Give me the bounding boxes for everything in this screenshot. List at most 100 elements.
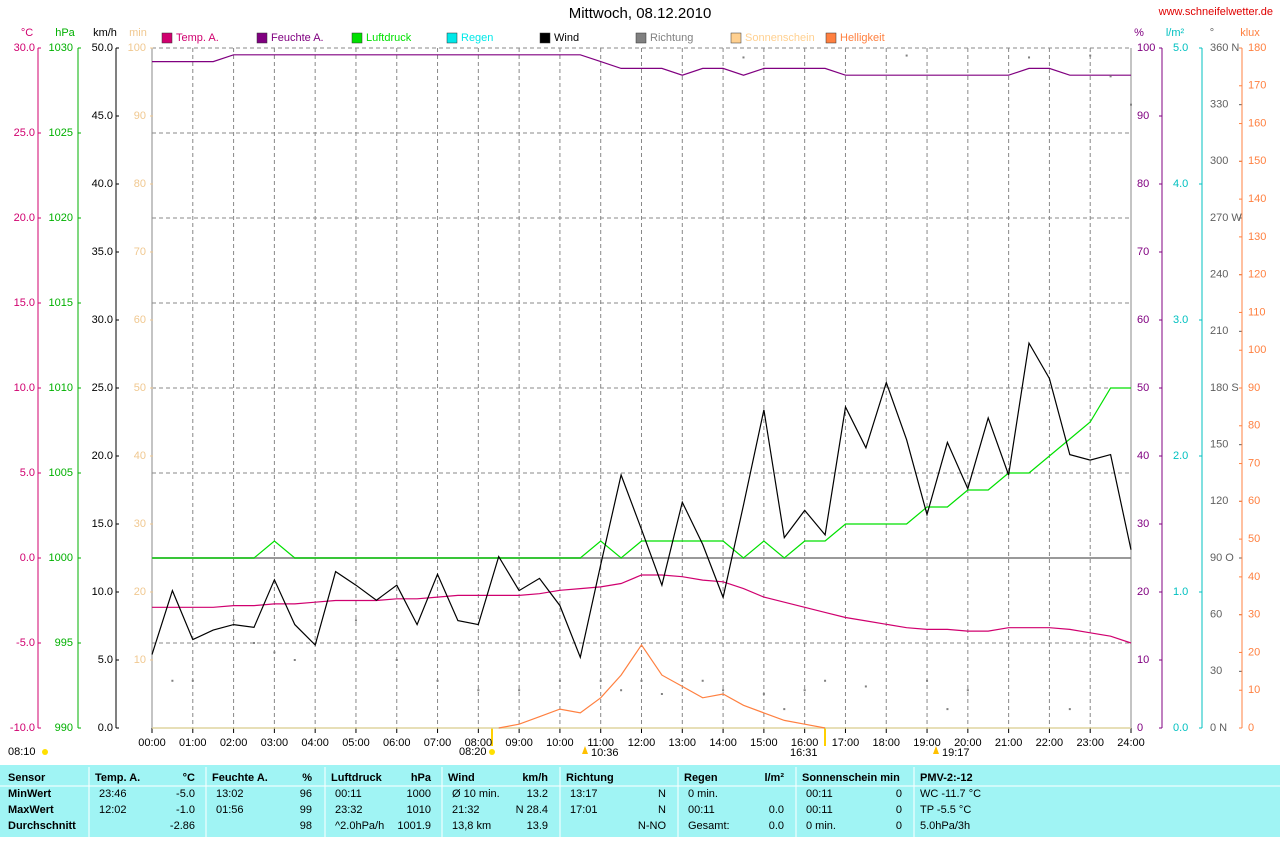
legend-label: Sonnenschein: [745, 32, 815, 44]
stats-value: 1010: [407, 804, 431, 816]
stats-cell: Ø 10 min.: [452, 788, 500, 800]
y-tick-label: 0.0: [98, 722, 113, 734]
x-tick-label: 24:00: [1117, 737, 1145, 749]
y-tick-label: 50: [1137, 382, 1149, 394]
stats-cell: 23:46: [99, 788, 127, 800]
stats-value: 0: [896, 804, 902, 816]
x-tick-label: 14:00: [709, 737, 737, 749]
y-tick-label: 160: [1248, 117, 1266, 129]
stats-cell: 00:11: [688, 804, 715, 816]
direction-point: [354, 619, 357, 622]
direction-point: [252, 642, 255, 644]
legend-label: Temp. A.: [176, 32, 219, 44]
y-tick-label: 40: [134, 450, 146, 462]
stats-cell: 0 min.: [806, 820, 836, 832]
stats-row-label: Sensor: [8, 772, 46, 784]
x-tick-label: 11:00: [587, 737, 614, 749]
direction-point: [1068, 708, 1071, 711]
y-tick-label: 5.0: [20, 467, 35, 479]
direction-point: [783, 708, 786, 711]
dusk-marker: [933, 746, 939, 754]
x-tick-label: 04:00: [301, 737, 329, 749]
x-tick-label: 00:00: [138, 737, 166, 749]
stats-value: 98: [300, 820, 312, 832]
stats-value: 1001.9: [397, 820, 431, 832]
stats-cell: 00:11: [335, 788, 362, 800]
y-tick-label: 60: [134, 314, 146, 326]
axis-unit: °: [1210, 27, 1214, 39]
y-tick-label: 40: [1137, 450, 1149, 462]
stats-value: N: [658, 788, 666, 800]
y-tick-label: 210: [1210, 325, 1228, 337]
y-tick-label: 0.0: [1173, 722, 1188, 734]
direction-point: [864, 685, 867, 688]
y-tick-label: 120: [1210, 495, 1228, 507]
y-tick-label: 10: [134, 654, 146, 666]
axis-unit: klux: [1240, 27, 1260, 39]
y-tick-label: 0: [1248, 722, 1254, 734]
x-tick-label: 10:00: [546, 737, 574, 749]
direction-point: [395, 659, 398, 661]
y-tick-label: 1005: [49, 467, 73, 479]
x-tick-label: 23:00: [1076, 737, 1104, 749]
y-tick-label: 70: [1248, 457, 1260, 469]
y-tick-label: 0 N: [1210, 722, 1227, 734]
direction-point: [926, 679, 929, 682]
direction-point: [1089, 54, 1092, 57]
y-tick-label: 80: [1137, 178, 1149, 190]
legend-label: Luftdruck: [366, 32, 412, 44]
stats-title: PMV-2:-12: [920, 772, 973, 784]
stats-value: -1.0: [176, 804, 195, 816]
stats-title: Luftdruck: [331, 772, 383, 784]
y-tick-label: 120: [1248, 269, 1266, 281]
direction-point: [905, 54, 908, 57]
y-tick-label: 180: [1248, 42, 1266, 54]
y-tick-label: 10.0: [92, 586, 113, 598]
y-tick-label: 50: [134, 382, 146, 394]
stats-cell: TP -5.5 °C: [920, 804, 971, 816]
direction-point: [620, 689, 623, 692]
stats-value: 0.0: [769, 820, 784, 832]
y-tick-label: 140: [1248, 193, 1266, 205]
y-tick-label: 50.0: [92, 42, 113, 54]
stats-value: 13.9: [527, 820, 548, 832]
y-tick-label: 25.0: [14, 127, 35, 139]
y-tick-label: 60: [1137, 314, 1149, 326]
x-tick-label: 08:00: [465, 737, 493, 749]
x-tick-label: 06:00: [383, 737, 411, 749]
legend-label: Feuchte A.: [271, 32, 324, 44]
x-tick-label: 07:00: [424, 737, 452, 749]
x-tick-label: 18:00: [872, 737, 900, 749]
y-tick-label: 20: [1248, 646, 1260, 658]
annotation: 08:20: [459, 746, 487, 758]
y-tick-label: 90: [1137, 110, 1149, 122]
stats-cell: 13,8 km: [452, 820, 491, 832]
x-tick-label: 05:00: [342, 737, 370, 749]
y-tick-label: 60: [1248, 495, 1260, 507]
direction-point: [946, 708, 949, 711]
direction-point: [477, 689, 480, 692]
stats-cell: WC -11.7 °C: [920, 788, 981, 800]
annotation: 19:17: [942, 747, 970, 759]
direction-point: [701, 679, 704, 682]
y-tick-label: 30: [134, 518, 146, 530]
legend-swatch: [635, 32, 647, 44]
stats-cell: 21:32: [452, 804, 480, 816]
legend-swatch: [256, 32, 268, 44]
stats-row-label: Durchschnitt: [8, 820, 76, 832]
stats-value: 0: [896, 820, 902, 832]
series-line: [152, 54, 1131, 76]
chart-title: Mittwoch, 08.12.2010: [569, 5, 712, 22]
stats-value: N-NO: [638, 820, 667, 832]
direction-point: [681, 679, 684, 682]
stats-cell: 00:11: [806, 804, 833, 816]
axis-unit: min: [129, 27, 147, 39]
direction-point: [558, 679, 561, 682]
legend-swatch: [825, 32, 837, 44]
y-tick-label: 25.0: [92, 382, 113, 394]
stats-value: 0.0: [769, 804, 784, 816]
direction-point: [722, 689, 725, 692]
x-tick-label: 12:00: [628, 737, 656, 749]
stats-title: Richtung: [566, 772, 614, 784]
